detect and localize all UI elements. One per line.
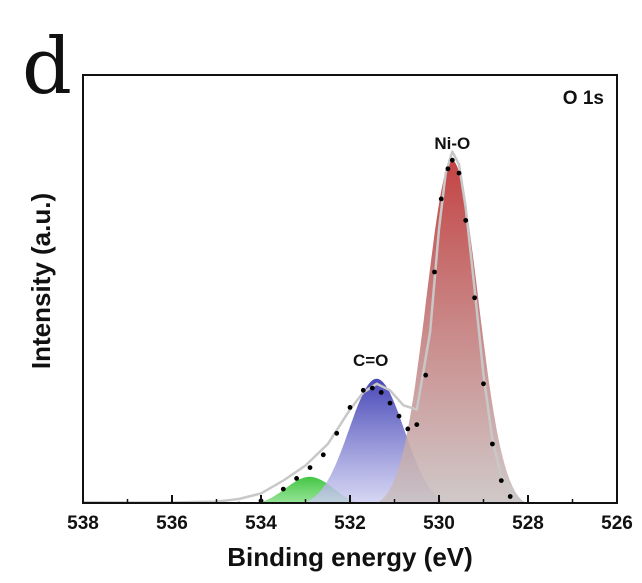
x-tick-label: 528 [512, 513, 544, 534]
x-tick-label: 526 [601, 513, 633, 534]
x-tick-label: 538 [67, 513, 99, 534]
data-point [423, 372, 429, 378]
data-point [414, 422, 420, 427]
data-point [445, 166, 451, 172]
x-tick-label: 532 [334, 513, 366, 534]
data-point [615, 508, 620, 513]
data-point [438, 196, 444, 202]
data-point [463, 218, 469, 223]
data-point [481, 381, 486, 387]
data-point [294, 476, 299, 481]
plot-area [83, 150, 620, 513]
x-tick-label: 534 [245, 513, 277, 534]
data-point [548, 507, 553, 512]
baseline [83, 505, 617, 511]
data-point [507, 494, 513, 499]
data-point [405, 426, 411, 432]
data-point [570, 508, 575, 513]
data-point [490, 441, 495, 447]
x-axis-title: Binding energy (eV) [227, 542, 473, 572]
data-point [449, 157, 455, 163]
data-point [456, 170, 462, 176]
component-ni-o [376, 160, 526, 503]
y-axis-title: Intensity (a.u.) [26, 193, 56, 369]
annotation-c-o: C=O [353, 351, 388, 370]
data-point [387, 400, 393, 406]
data-point [320, 452, 326, 458]
data-point [360, 387, 366, 393]
panel-label: d [22, 22, 72, 112]
data-point [369, 385, 375, 391]
data-point [526, 506, 531, 511]
data-point [347, 405, 353, 410]
inset-label: O 1s [563, 88, 604, 109]
data-point [307, 465, 313, 470]
data-point [334, 430, 340, 436]
data-point [592, 508, 597, 513]
data-point [498, 478, 504, 483]
x-tick-label: 536 [156, 513, 188, 534]
data-point [378, 390, 384, 395]
x-tick-label: 530 [423, 513, 455, 534]
data-point [472, 295, 477, 301]
data-point [432, 269, 437, 275]
data-point [280, 486, 286, 492]
annotation-ni-o: Ni-O [434, 134, 470, 153]
x-axis: 538 536 534 532 530 528 526 [67, 495, 633, 534]
data-point [396, 413, 402, 419]
